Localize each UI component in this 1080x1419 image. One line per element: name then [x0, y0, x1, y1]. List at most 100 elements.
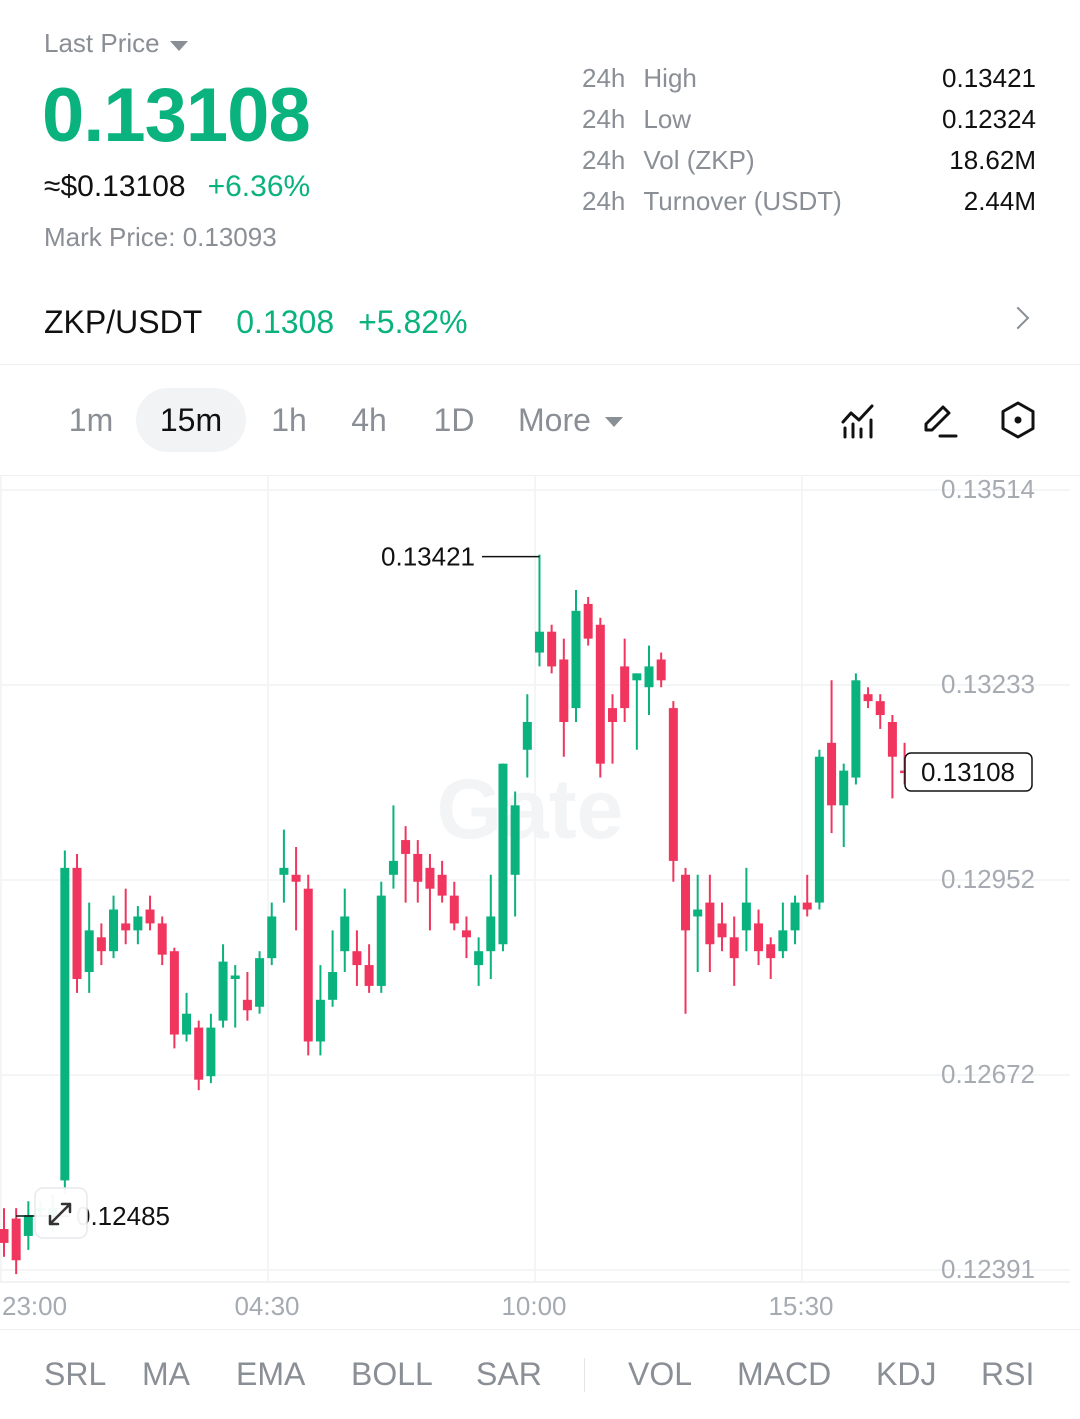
candle-body: [461, 930, 471, 938]
tab-4h[interactable]: 4h: [351, 402, 387, 438]
candle-body: [388, 860, 398, 875]
candle-down: [717, 902, 727, 952]
candle-body: [413, 853, 423, 882]
candle-up: [376, 881, 386, 993]
candle-down: [96, 923, 106, 966]
chevron-right-icon: [1006, 306, 1030, 330]
candle-body: [96, 937, 106, 952]
candle-body: [11, 1218, 21, 1261]
tab-1m[interactable]: 1m: [68, 402, 114, 438]
candle-up: [340, 888, 350, 973]
candle-body: [0, 1229, 9, 1243]
candle-body: [595, 624, 605, 764]
indicator-ma[interactable]: MA: [142, 1356, 190, 1392]
candle-body: [486, 916, 496, 952]
settings-hexagon-icon[interactable]: [998, 400, 1038, 440]
pair-row[interactable]: ZKP/USDT 0.1308 +5.82%: [44, 300, 1036, 344]
candle-body: [571, 610, 581, 709]
indicator-vol[interactable]: VOL: [628, 1356, 693, 1392]
indicator-separator: [584, 1358, 585, 1392]
candlestick-chart[interactable]: Gate 0.13514 0.13233 0.12952 0.12672 0.12391…: [0, 476, 1080, 1328]
more-timeframes-dropdown[interactable]: More: [518, 388, 623, 452]
tab-15m[interactable]: 15m: [136, 388, 246, 452]
expand-icon[interactable]: [34, 1187, 88, 1239]
candle-body: [522, 721, 532, 750]
candle-body: [705, 902, 715, 945]
candle-body: [376, 895, 386, 986]
candle-body: [72, 867, 82, 979]
caret-down-icon: [169, 40, 188, 51]
candle-down: [863, 687, 873, 709]
high-label: 0.13421: [381, 542, 475, 572]
mark-price-line: Mark Price: 0.13093: [44, 222, 277, 253]
candle-body: [267, 916, 277, 959]
indicator-boll[interactable]: BOLL: [351, 1356, 433, 1392]
tab-1d[interactable]: 1D: [433, 402, 475, 438]
candle-up: [571, 590, 581, 722]
candle-up: [522, 694, 532, 778]
candle-body: [681, 874, 691, 931]
stats-panel: 24h High 0.13421 24h Low 0.12324 24h Vol (Z…: [582, 58, 1036, 222]
candle-up: [267, 902, 277, 966]
indicator-rsi[interactable]: RSI: [981, 1356, 1035, 1392]
candle-down: [157, 916, 167, 966]
last-price-selector[interactable]: Last Price: [44, 28, 188, 59]
candle-body: [401, 840, 411, 854]
candle-body: [741, 902, 751, 931]
indicator-macd[interactable]: MACD: [737, 1356, 832, 1392]
candle-body: [547, 631, 557, 667]
draw-pencil-icon[interactable]: [918, 400, 958, 440]
tab-1h[interactable]: 1h: [271, 402, 307, 438]
candle-body: [23, 1215, 33, 1236]
candle-up: [741, 867, 751, 952]
stat-row-low: 24h Low 0.12324: [582, 99, 1036, 140]
indicator-srl[interactable]: SRL: [44, 1356, 107, 1392]
x-axis: 23:00 04:30 10:00 15:30: [2, 1291, 834, 1321]
indicator-bar: SRL MA EMA BOLL SAR VOL MACD KDJ RSI: [0, 1329, 1080, 1419]
x-tick-label: 23:00: [2, 1291, 67, 1321]
candle-down: [11, 1208, 21, 1275]
stat-value: 18.62M: [949, 145, 1036, 175]
candle-down: [887, 715, 897, 799]
candle-up: [486, 874, 496, 979]
candle-body: [437, 874, 447, 896]
candle-up: [388, 805, 398, 889]
candle-body: [851, 680, 861, 778]
candle-up: [632, 673, 642, 750]
candle-up: [23, 1201, 33, 1250]
candle-body: [656, 659, 666, 681]
caret-down-icon: [604, 417, 623, 427]
stat-label: Low: [643, 104, 692, 134]
stat-period: 24h: [582, 104, 626, 134]
candle-up: [133, 906, 143, 945]
candle-down: [802, 874, 812, 917]
chart-grid: [0, 476, 1070, 1283]
indicator-chart-icon[interactable]: [838, 400, 878, 440]
usd-price-line: ≈$0.13108 +6.36%: [44, 170, 310, 204]
candle-down: [766, 937, 776, 979]
indicator-ema[interactable]: EMA: [236, 1356, 306, 1392]
candle-body: [364, 965, 374, 986]
candle-up: [851, 673, 861, 785]
candle-up: [839, 763, 849, 848]
candle-down: [0, 1208, 9, 1257]
candle-down: [754, 909, 764, 966]
candle-body: [279, 867, 289, 875]
candle-up: [778, 902, 788, 959]
candle-body: [839, 770, 849, 806]
candle-body: [559, 659, 569, 722]
candle-down: [729, 916, 739, 986]
candle-down: [121, 888, 131, 945]
indicator-sar[interactable]: SAR: [476, 1356, 542, 1392]
candle-up: [60, 850, 70, 1195]
y-axis: 0.13514 0.13233 0.12952 0.12672 0.12391: [941, 476, 1035, 1284]
candle-body: [887, 721, 897, 757]
candle-body: [145, 909, 155, 924]
indicator-kdj[interactable]: KDJ: [876, 1356, 937, 1392]
candle-down: [608, 694, 617, 764]
x-tick-label: 10:00: [501, 1291, 566, 1321]
mark-price-label: Mark Price:: [44, 222, 176, 252]
candle-down: [425, 853, 435, 931]
y-tick-label: 0.12391: [941, 1254, 1035, 1284]
y-tick-label: 0.13233: [941, 669, 1035, 699]
